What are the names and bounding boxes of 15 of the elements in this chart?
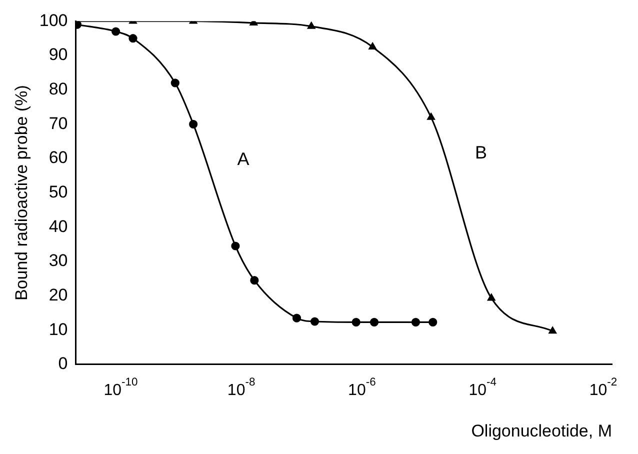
series-label: A — [237, 149, 250, 170]
y-tick-label: 0 — [58, 354, 68, 374]
y-tick-label: 30 — [48, 251, 68, 270]
y-axis-title: Bound radioactive probe (%) — [12, 85, 31, 301]
y-tick-label: 100 — [39, 10, 68, 30]
series-label: B — [475, 142, 488, 162]
y-tick-label: 90 — [48, 45, 68, 64]
y-tick-label: 60 — [48, 148, 68, 168]
y-tick-label: 80 — [48, 80, 68, 99]
x-axis-title: Oligonucleotide, M — [471, 421, 612, 440]
y-tick-label: 50 — [48, 182, 68, 202]
y-tick-label: 70 — [48, 114, 68, 133]
y-tick-label: 20 — [48, 285, 68, 304]
y-tick-label: 10 — [48, 320, 68, 339]
y-tick-label: 40 — [48, 216, 68, 236]
